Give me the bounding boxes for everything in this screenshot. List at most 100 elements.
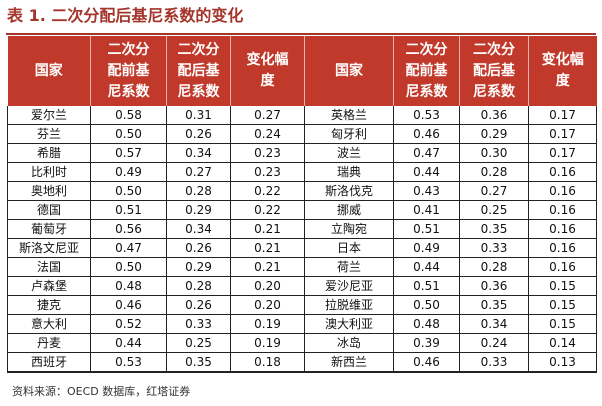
cell-gini-after: 0.30	[459, 143, 529, 163]
cell-country: 英格兰	[304, 106, 394, 125]
cell-change: 0.20	[230, 276, 305, 296]
cell-country: 捷克	[7, 295, 91, 315]
cell-gini-before: 0.44	[90, 333, 167, 353]
header-row: 国家 二次分 配前基 尼系数 二次分 配后基 尼系数 变化幅度 国家 二次分 配前基 尼系数…	[7, 36, 597, 106]
cell-gini-after: 0.28	[166, 181, 231, 201]
cell-gini-after: 0.25	[166, 333, 231, 353]
cell-country: 拉脱维亚	[304, 295, 394, 315]
table-row: 丹麦 0.44 0.25 0.19 冰岛 0.39 0.24 0.14	[7, 333, 597, 353]
cell-gini-after: 0.36	[459, 276, 529, 296]
cell-gini-before: 0.51	[393, 276, 460, 296]
cell-gini-after: 0.28	[459, 257, 529, 277]
cell-gini-before: 0.50	[90, 124, 167, 144]
cell-gini-after: 0.26	[166, 124, 231, 144]
cell-gini-after: 0.28	[166, 276, 231, 296]
table-row: 卢森堡 0.48 0.28 0.20 爱沙尼亚 0.51 0.36 0.15	[7, 276, 597, 296]
cell-gini-before: 0.41	[393, 200, 460, 220]
cell-country: 荷兰	[304, 257, 394, 277]
cell-change: 0.21	[230, 219, 305, 239]
cell-change: 0.15	[528, 314, 597, 334]
cell-gini-after: 0.33	[166, 314, 231, 334]
cell-gini-before: 0.48	[393, 314, 460, 334]
cell-change: 0.21	[230, 238, 305, 258]
cell-change: 0.23	[230, 162, 305, 182]
cell-change: 0.13	[528, 352, 597, 373]
cell-change: 0.19	[230, 314, 305, 334]
cell-gini-after: 0.33	[459, 238, 529, 258]
cell-country: 芬兰	[7, 124, 91, 144]
cell-gini-before: 0.50	[90, 257, 167, 277]
col-header-gini-after: 二次分 配后基 尼系数	[166, 36, 231, 106]
source-note: 资料来源：OECD 数据库，红塔证券	[12, 385, 191, 398]
gini-table: 国家 二次分 配前基 尼系数 二次分 配后基 尼系数 变化幅度 国家 二次分 配前基 尼系数…	[7, 36, 597, 373]
table-row: 奥地利 0.50 0.28 0.22 斯洛伐克 0.43 0.27 0.16	[7, 181, 597, 201]
cell-gini-before: 0.49	[90, 162, 167, 182]
cell-change: 0.17	[528, 124, 597, 144]
cell-gini-after: 0.34	[166, 219, 231, 239]
col-header-gini-after: 二次分 配后基 尼系数	[459, 36, 529, 106]
table-row: 葡萄牙 0.56 0.34 0.21 立陶宛 0.51 0.35 0.16	[7, 219, 597, 239]
cell-country: 丹麦	[7, 333, 91, 353]
cell-country: 奥地利	[7, 181, 91, 201]
cell-gini-after: 0.34	[459, 314, 529, 334]
cell-country: 挪威	[304, 200, 394, 220]
cell-gini-after: 0.34	[166, 143, 231, 163]
table-row: 意大利 0.52 0.33 0.19 澳大利亚 0.48 0.34 0.15	[7, 314, 597, 334]
cell-gini-before: 0.52	[90, 314, 167, 334]
cell-country: 爱尔兰	[7, 106, 91, 125]
cell-gini-after: 0.36	[459, 106, 529, 125]
cell-gini-before: 0.56	[90, 219, 167, 239]
cell-gini-after: 0.27	[166, 162, 231, 182]
cell-gini-after: 0.27	[459, 181, 529, 201]
cell-gini-before: 0.39	[393, 333, 460, 353]
cell-change: 0.16	[528, 162, 597, 182]
cell-country: 瑞典	[304, 162, 394, 182]
table-row: 西班牙 0.53 0.35 0.18 新西兰 0.46 0.33 0.13	[7, 352, 597, 373]
cell-country: 希腊	[7, 143, 91, 163]
cell-gini-after: 0.29	[166, 200, 231, 220]
table-row: 德国 0.51 0.29 0.22 挪威 0.41 0.25 0.16	[7, 200, 597, 220]
cell-country: 立陶宛	[304, 219, 394, 239]
cell-change: 0.16	[528, 181, 597, 201]
cell-gini-before: 0.46	[393, 352, 460, 373]
col-header-change: 变化幅度	[528, 36, 597, 106]
cell-change: 0.21	[230, 257, 305, 277]
cell-gini-before: 0.58	[90, 106, 167, 125]
col-header-country: 国家	[7, 36, 91, 106]
cell-country: 比利时	[7, 162, 91, 182]
cell-gini-before: 0.57	[90, 143, 167, 163]
cell-gini-before: 0.49	[393, 238, 460, 258]
cell-gini-before: 0.43	[393, 181, 460, 201]
table-row: 法国 0.50 0.29 0.21 荷兰 0.44 0.28 0.16	[7, 257, 597, 277]
cell-gini-after: 0.33	[459, 352, 529, 373]
cell-gini-after: 0.26	[166, 295, 231, 315]
cell-gini-after: 0.29	[459, 124, 529, 144]
cell-country: 斯洛伐克	[304, 181, 394, 201]
title-rule	[6, 33, 596, 35]
col-header-country: 国家	[304, 36, 394, 106]
table-title: 表 1. 二次分配后基尼系数的变化	[7, 6, 244, 25]
cell-country: 匈牙利	[304, 124, 394, 144]
col-header-gini-before: 二次分 配前基 尼系数	[90, 36, 167, 106]
cell-gini-after: 0.28	[459, 162, 529, 182]
cell-country: 西班牙	[7, 352, 91, 373]
cell-change: 0.15	[528, 295, 597, 315]
table-row: 希腊 0.57 0.34 0.23 波兰 0.47 0.30 0.17	[7, 143, 597, 163]
cell-gini-before: 0.53	[90, 352, 167, 373]
cell-change: 0.14	[528, 333, 597, 353]
table-row: 捷克 0.46 0.26 0.20 拉脱维亚 0.50 0.35 0.15	[7, 295, 597, 315]
cell-country: 意大利	[7, 314, 91, 334]
cell-gini-before: 0.47	[393, 143, 460, 163]
col-header-gini-before: 二次分 配前基 尼系数	[393, 36, 460, 106]
cell-country: 冰岛	[304, 333, 394, 353]
table-row: 斯洛文尼亚 0.47 0.26 0.21 日本 0.49 0.33 0.16	[7, 238, 597, 258]
cell-country: 日本	[304, 238, 394, 258]
cell-change: 0.19	[230, 333, 305, 353]
cell-gini-before: 0.53	[393, 106, 460, 125]
cell-gini-before: 0.47	[90, 238, 167, 258]
cell-change: 0.22	[230, 200, 305, 220]
cell-gini-after: 0.35	[166, 352, 231, 373]
table-row: 比利时 0.49 0.27 0.23 瑞典 0.44 0.28 0.16	[7, 162, 597, 182]
cell-gini-before: 0.44	[393, 257, 460, 277]
cell-gini-after: 0.35	[459, 295, 529, 315]
